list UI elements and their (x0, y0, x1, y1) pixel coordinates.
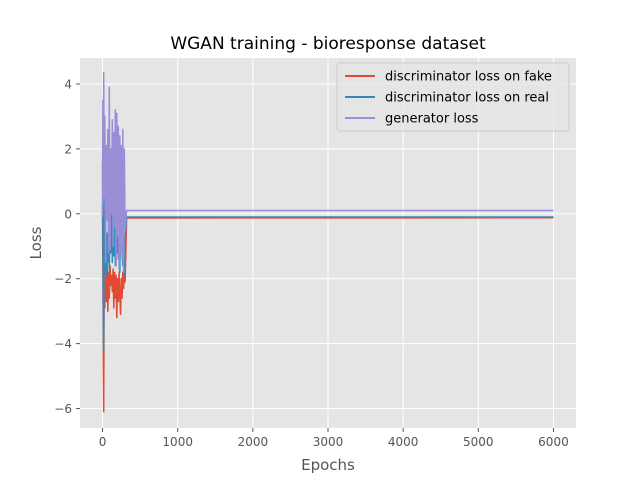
x-tick-label: 2000 (238, 435, 269, 449)
chart-title: WGAN training - bioresponse dataset (170, 34, 486, 54)
series-line-fake (101, 204, 554, 413)
x-tick-label: 1000 (162, 435, 193, 449)
x-tick-label: 6000 (538, 435, 569, 449)
x-tick-label: 3000 (313, 435, 344, 449)
legend-label-real: discriminator loss on real (385, 91, 549, 106)
legend-box (336, 62, 570, 132)
x-tick-label: 4000 (388, 435, 419, 449)
y-tick-label: 0 (64, 207, 72, 221)
legend-label-generator: generator loss (385, 112, 479, 127)
y-tick-label: 2 (64, 142, 72, 156)
series-line-generator (101, 71, 554, 273)
series-lines (101, 71, 554, 413)
x-tick-label: 0 (99, 435, 107, 449)
y-tick-label: 4 (64, 77, 72, 91)
y-axis-label: Loss (27, 226, 45, 259)
y-tick-label: −4 (54, 337, 72, 351)
axis-ticks: 0 1000 2000 3000 4000 5000 6000 −6 −4 −2 0 2 4 (54, 77, 568, 449)
legend-label-fake: discriminator loss on fake (385, 70, 552, 85)
x-axis-label: Epochs (301, 456, 355, 474)
legend: discriminator loss on fake discriminator… (336, 62, 570, 132)
y-tick-label: −6 (54, 402, 72, 416)
y-tick-label: −2 (54, 272, 72, 286)
x-tick-label: 5000 (463, 435, 494, 449)
